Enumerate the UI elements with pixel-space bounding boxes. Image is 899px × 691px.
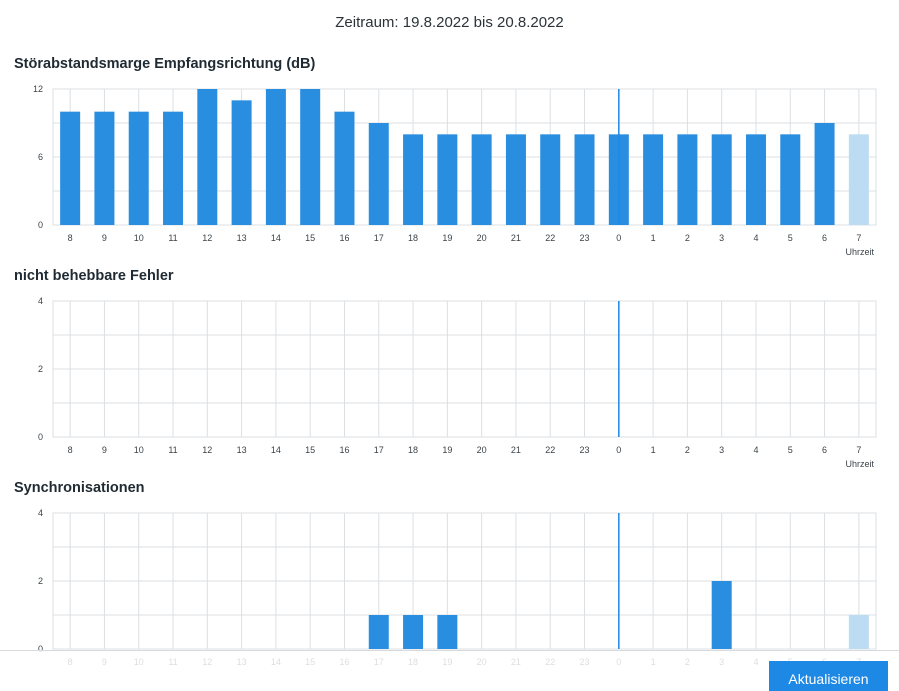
x-tick-label: 1 [651,445,656,455]
bar-22 [540,134,561,225]
x-tick-label: 18 [408,233,418,243]
bar-5 [780,134,801,225]
x-tick-label: 5 [788,445,793,455]
bar-10 [128,111,149,225]
x-tick-label: 22 [545,445,555,455]
y-tick-label: 0 [38,220,43,230]
x-tick-label: 16 [339,445,349,455]
x-tick-label: 17 [374,445,384,455]
x-tick-label: 11 [168,445,177,455]
y-tick-label: 2 [38,364,43,374]
bar-9 [94,111,115,225]
y-tick-label: 6 [38,152,43,162]
bar-23 [574,134,595,225]
period-label: Zeitraum: 19.8.2022 bis 20.8.2022 [335,14,564,31]
x-tick-label: 17 [374,233,384,243]
x-tick-label: 15 [305,445,315,455]
bar-11 [163,111,184,225]
bar-1 [643,134,664,225]
x-tick-label: 14 [271,233,281,243]
x-tick-label: 14 [271,445,281,455]
x-tick-label: 16 [339,233,349,243]
x-tick-label: 18 [408,445,418,455]
x-tick-label: 4 [753,445,758,455]
bar-17 [368,123,389,225]
x-tick-label: 1 [651,233,656,243]
bar-3 [711,581,732,649]
x-tick-label: 2 [685,233,690,243]
x-tick-label: 10 [134,445,144,455]
bar-21 [505,134,526,225]
x-tick-label: 9 [102,233,107,243]
x-tick-label: 0 [616,233,621,243]
refresh-button[interactable]: Aktualisieren [769,661,888,691]
bar-7 [848,134,869,225]
x-tick-label: 4 [753,233,758,243]
x-tick-label: 23 [580,233,590,243]
x-tick-label: 12 [202,445,212,455]
bar-7 [848,615,869,649]
bar-13 [231,100,252,225]
x-tick-label: 15 [305,233,315,243]
x-tick-label: 20 [477,233,487,243]
x-tick-label: 20 [477,445,487,455]
x-axis-label: Uhrzeit [845,459,874,469]
bar-6 [814,123,835,225]
y-tick-label: 0 [38,644,43,654]
x-tick-label: 21 [511,233,521,243]
x-tick-label: 19 [442,445,452,455]
bar-2 [677,134,698,225]
bar-15 [300,89,321,225]
x-tick-label: 0 [616,445,621,455]
x-tick-label: 3 [719,233,724,243]
x-tick-label: 3 [719,445,724,455]
bar-17 [368,615,389,649]
chart-title-uncorrectable-errors: nicht behebbare Fehler [14,268,174,284]
bar-20 [471,134,492,225]
x-tick-label: 8 [68,445,73,455]
x-tick-label: 13 [237,233,247,243]
bar-18 [403,134,424,225]
y-tick-label: 12 [33,84,43,94]
x-tick-label: 9 [102,445,107,455]
footer-bar [0,650,899,677]
x-tick-label: 6 [822,233,827,243]
y-tick-label: 0 [38,432,43,442]
bar-19 [437,134,458,225]
x-tick-label: 10 [134,233,144,243]
x-tick-label: 2 [685,445,690,455]
x-tick-label: 12 [202,233,212,243]
x-tick-label: 7 [856,445,861,455]
bar-12 [197,89,218,225]
x-tick-label: 5 [788,233,793,243]
bar-18 [403,615,424,649]
bar-14 [265,89,286,225]
bar-16 [334,111,355,225]
x-tick-label: 8 [68,233,73,243]
bar-8 [60,111,81,225]
y-tick-label: 2 [38,576,43,586]
y-tick-label: 4 [38,508,43,518]
x-tick-label: 7 [856,233,861,243]
bar-19 [437,615,458,649]
x-tick-label: 23 [580,445,590,455]
chart-title-snr-margin: Störabstandsmarge Empfangsrichtung (dB) [14,56,316,72]
bar-4 [745,134,766,225]
y-tick-label: 4 [38,296,43,306]
chart-title-synchronisations: Synchronisationen [14,480,145,496]
bar-3 [711,134,732,225]
x-axis-label: Uhrzeit [845,247,874,257]
x-tick-label: 21 [511,445,521,455]
x-tick-label: 6 [822,445,827,455]
x-tick-label: 22 [545,233,555,243]
x-tick-label: 11 [168,233,177,243]
x-tick-label: 19 [442,233,452,243]
x-tick-label: 13 [237,445,247,455]
